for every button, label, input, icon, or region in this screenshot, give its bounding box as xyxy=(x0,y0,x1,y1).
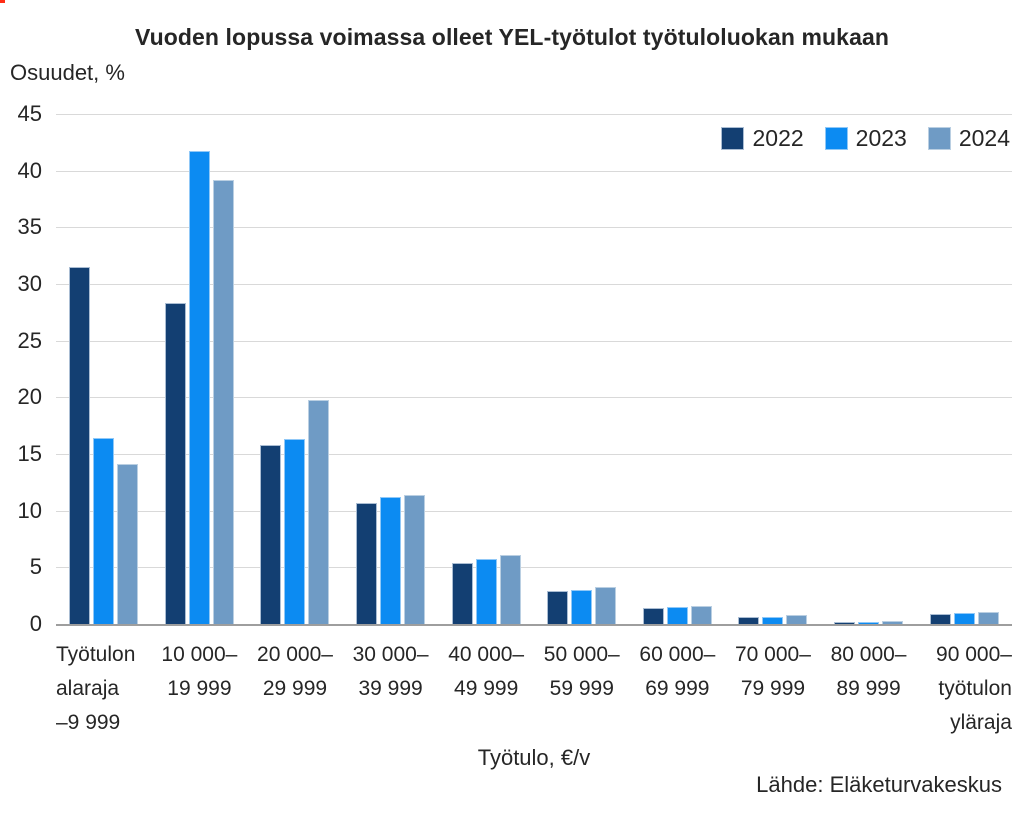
bar-2022 xyxy=(929,613,951,624)
x-tick-label: 10 000– 19 999 xyxy=(161,643,238,700)
legend-item-2022: 2022 xyxy=(721,125,804,151)
bar-2024 xyxy=(308,399,330,624)
bar-2022 xyxy=(260,444,282,624)
bar-group xyxy=(534,114,630,624)
y-tick-label: 5 xyxy=(29,554,42,580)
bar-2022 xyxy=(164,303,186,624)
gridline xyxy=(56,340,1012,342)
legend: 2022 2023 2024 xyxy=(721,127,1010,150)
bar-2023 xyxy=(762,617,784,624)
bar-2024 xyxy=(212,179,234,624)
legend-item-2023: 2023 xyxy=(824,125,907,151)
bar-group xyxy=(152,114,248,624)
x-tick-label: 30 000– 39 999 xyxy=(352,643,429,700)
bar-2022 xyxy=(738,617,760,624)
y-tick-label: 25 xyxy=(17,327,42,353)
bar-group xyxy=(821,114,917,624)
y-tick-label: 15 xyxy=(17,441,42,466)
y-tick-label: 35 xyxy=(17,214,42,240)
bar-2024 xyxy=(404,494,426,624)
bar-2022 xyxy=(642,608,664,624)
legend-swatch-icon xyxy=(721,127,745,150)
y-tick-label: 40 xyxy=(17,157,42,183)
screenshot-artifact xyxy=(0,0,5,3)
plot-area xyxy=(56,114,1012,626)
bar-2024 xyxy=(499,554,521,624)
gridline xyxy=(56,284,1012,285)
legend-label: 2024 xyxy=(958,125,1010,151)
bar-2022 xyxy=(356,502,378,624)
bar-2022 xyxy=(834,621,856,624)
y-tick-label: 30 xyxy=(17,271,42,296)
bar-2023 xyxy=(93,438,115,624)
bar-2024 xyxy=(117,464,139,624)
gridline xyxy=(56,227,1012,229)
x-tick-label: 90 000– työtulon yläraja xyxy=(936,643,1012,734)
bar-2022 xyxy=(547,591,569,624)
bar-2023 xyxy=(666,607,688,624)
y-tick-label: 20 xyxy=(17,384,42,410)
x-tick-label: Työtulon alaraja –9 999 xyxy=(56,643,136,734)
bar-2022 xyxy=(69,267,91,624)
gridline xyxy=(56,170,1012,172)
bar-group xyxy=(247,114,343,624)
gridline xyxy=(56,397,1012,399)
bar-2023 xyxy=(858,621,880,624)
y-axis-title: Osuudet, % xyxy=(10,60,125,85)
bar-2023 xyxy=(953,612,975,624)
x-axis-labels: Työtulon alaraja –9 999 10 000– 19 999 20 … xyxy=(56,638,1012,740)
gridline xyxy=(56,454,1012,455)
bar-2024 xyxy=(786,614,808,624)
x-tick-label: 40 000– 49 999 xyxy=(448,643,525,700)
bar-2024 xyxy=(595,586,617,624)
gridline xyxy=(56,114,1012,115)
legend-item-2024: 2024 xyxy=(927,125,1010,151)
gridline xyxy=(56,567,1012,569)
bar-group xyxy=(56,114,152,624)
gridline xyxy=(56,510,1012,512)
x-tick-label: 60 000– 69 999 xyxy=(639,643,716,700)
bar-2023 xyxy=(188,151,210,624)
bar-2023 xyxy=(284,439,306,624)
bar-2024 xyxy=(882,620,904,624)
bar-2024 xyxy=(977,611,999,624)
bar-2023 xyxy=(571,590,593,624)
bar-2023 xyxy=(380,497,402,624)
x-tick-label: 80 000– 89 999 xyxy=(830,643,907,700)
legend-label: 2022 xyxy=(752,125,804,151)
bar-group xyxy=(343,114,439,624)
bar-group xyxy=(630,114,726,624)
x-axis-title: Työtulo, €/v xyxy=(477,745,591,770)
bar-2023 xyxy=(475,559,497,624)
x-tick-label: 20 000– 29 999 xyxy=(257,643,333,700)
legend-swatch-icon xyxy=(927,127,951,150)
bar-group xyxy=(438,114,534,624)
y-tick-label: 45 xyxy=(17,101,42,126)
bar-group xyxy=(725,114,821,624)
legend-swatch-icon xyxy=(824,127,848,150)
y-tick-label: 10 xyxy=(17,497,42,523)
y-axis-labels: 0 5 10 15 20 25 30 35 40 45 xyxy=(0,0,42,816)
chart-title: Vuoden lopussa voimassa olleet YEL-työtu… xyxy=(134,24,890,50)
bar-2024 xyxy=(690,605,712,624)
bar-group xyxy=(916,114,1012,624)
legend-label: 2023 xyxy=(855,125,907,151)
x-tick-label: 70 000– 79 999 xyxy=(734,643,811,700)
y-tick-label: 0 xyxy=(29,611,42,636)
bar-2022 xyxy=(451,562,473,624)
x-tick-label: 50 000– 59 999 xyxy=(543,643,620,700)
source-note: Lähde: Eläketurvakeskus xyxy=(756,772,1002,797)
